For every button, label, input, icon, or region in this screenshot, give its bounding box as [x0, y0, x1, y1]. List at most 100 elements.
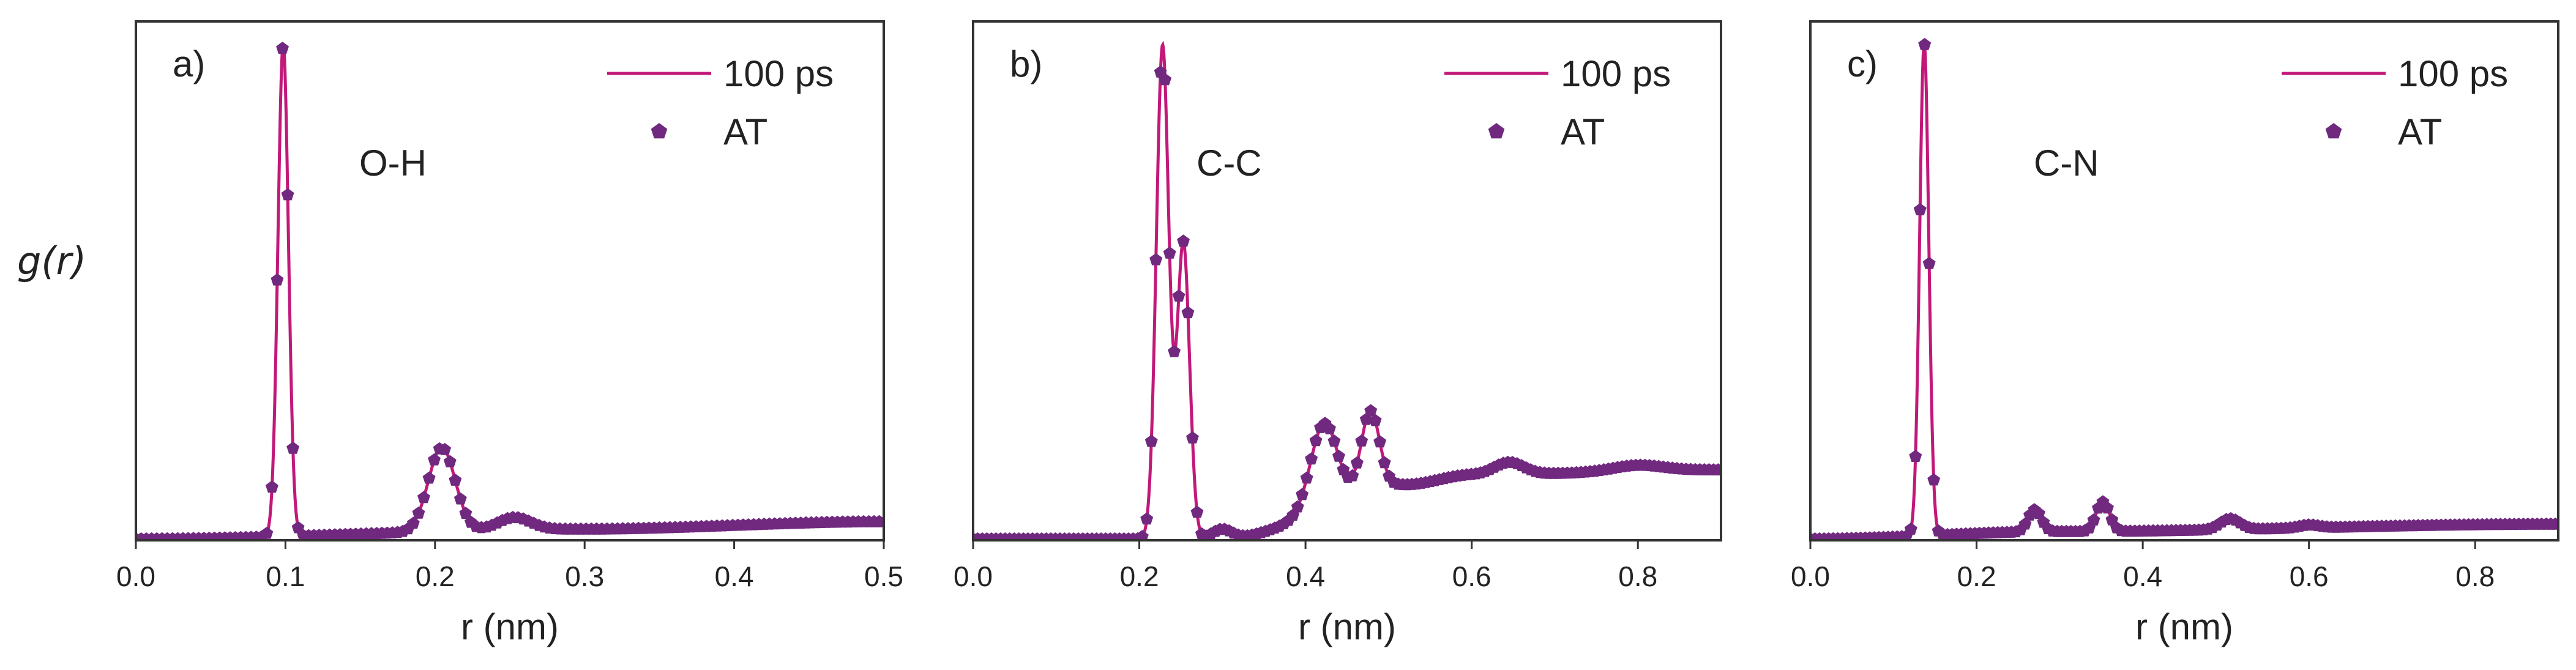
marker-point	[2087, 513, 2100, 526]
legend-label-100ps: 100 ps	[2398, 53, 2508, 94]
marker-point	[459, 507, 472, 519]
marker-point	[1181, 306, 1195, 319]
legend-label-at: AT	[2398, 111, 2442, 152]
x-tick-label: 0.5	[864, 560, 903, 592]
series-line-100-ps	[136, 43, 884, 540]
y-axis-label: g(r)	[17, 239, 86, 283]
marker-point	[281, 188, 294, 201]
marker-point	[1913, 203, 1927, 215]
marker-point	[271, 273, 284, 286]
pair-annotation: C-C	[1197, 143, 1262, 184]
marker-point	[1922, 256, 1936, 269]
marker-point	[1909, 450, 1922, 462]
marker-point	[1296, 488, 1309, 501]
marker-point	[412, 506, 425, 519]
x-tick-label: 0.2	[1120, 560, 1159, 592]
marker-point	[1300, 471, 1313, 484]
x-axis-label: r (nm)	[1298, 606, 1396, 647]
x-tick-label: 0.8	[2455, 560, 2495, 592]
marker-point	[1140, 512, 1154, 525]
marker-point	[873, 515, 884, 527]
x-tick-label: 0.4	[715, 560, 754, 592]
marker-point	[1346, 469, 1359, 482]
x-tick-label: 0.3	[565, 560, 604, 592]
marker-point	[1373, 435, 1387, 448]
marker-point	[443, 455, 457, 467]
marker-point	[1350, 456, 1364, 469]
series-markers-at	[136, 42, 884, 540]
panel-label: b)	[1010, 43, 1042, 84]
marker-point	[260, 526, 274, 539]
marker-point	[406, 516, 420, 529]
marker-point	[1332, 449, 1345, 462]
x-tick-label: 0.0	[954, 560, 993, 592]
marker-point	[1918, 38, 1932, 50]
panel-label: a)	[173, 43, 205, 84]
marker-point	[1135, 530, 1149, 540]
marker-point	[1172, 289, 1185, 302]
pair-annotation: O-H	[359, 143, 427, 184]
marker-point	[1190, 505, 1204, 518]
marker-point	[454, 492, 467, 505]
marker-point	[1177, 234, 1190, 247]
series-markers-at	[1810, 38, 2558, 540]
x-tick-label: 0.1	[266, 560, 305, 592]
marker-point	[2032, 507, 2045, 519]
x-tick-label: 0.8	[1618, 560, 1657, 592]
legend-marker-swatch	[2325, 123, 2342, 139]
marker-point	[1364, 404, 1378, 417]
marker-point	[1927, 473, 1941, 486]
pair-annotation: C-N	[2034, 143, 2099, 184]
marker-point	[1355, 434, 1368, 447]
marker-point	[1378, 456, 1391, 469]
marker-point	[438, 442, 452, 455]
panel-c-n: 0.0 0.2 0.4 0.6 0.8 r (nm) c) C-N 100 ps AT	[1791, 20, 2559, 647]
marker-point	[1163, 246, 1176, 259]
legend-label-at: AT	[723, 111, 767, 152]
x-tick-label: 0.2	[1957, 560, 1996, 592]
marker-point	[417, 491, 430, 504]
series-line-100-ps	[1810, 42, 2558, 540]
marker-point	[286, 441, 300, 454]
legend-marker-swatch	[651, 123, 668, 139]
legend-label-100ps: 100 ps	[723, 53, 834, 94]
x-tick-label: 0.6	[2290, 560, 2329, 592]
plot-frame	[972, 20, 1722, 542]
x-tick-label: 0.0	[116, 560, 155, 592]
legend-label-at: AT	[1561, 111, 1605, 152]
marker-point	[422, 471, 436, 484]
plot-frame	[1809, 20, 2559, 542]
marker-point	[276, 42, 289, 54]
marker-point	[1168, 344, 1181, 357]
x-axis-label: r (nm)	[461, 606, 559, 647]
x-tick-label: 0.2	[416, 560, 455, 592]
x-tick-label: 0.4	[2123, 560, 2162, 592]
marker-point	[1144, 434, 1158, 447]
series-markers-at	[973, 65, 1721, 540]
marker-point	[449, 474, 462, 486]
plot-frame	[135, 20, 885, 542]
panel-o-h: 0.0 0.1 0.2 0.3 0.4 0.5 r (nm) a) O-H 100 ps AT	[116, 20, 903, 647]
marker-point	[1305, 452, 1318, 465]
x-tick-label: 0.0	[1791, 560, 1830, 592]
marker-point	[1309, 434, 1323, 447]
panel-c-c: 0.0 0.2 0.4 0.6 0.8 r (nm) b) C-C 100 ps AT	[954, 20, 1722, 647]
marker-point	[1159, 73, 1172, 86]
marker-point	[291, 521, 305, 534]
marker-point	[1186, 431, 1199, 444]
x-tick-label: 0.4	[1286, 560, 1325, 592]
marker-point	[265, 480, 278, 493]
marker-point	[1149, 253, 1163, 266]
marker-point	[1711, 463, 1721, 475]
marker-point	[1323, 422, 1336, 434]
legend-label-100ps: 100 ps	[1561, 53, 1671, 94]
marker-point	[1291, 500, 1304, 513]
marker-point	[1327, 434, 1341, 447]
marker-point	[1904, 523, 1917, 535]
marker-point	[428, 453, 441, 466]
marker-point	[1368, 414, 1382, 426]
x-tick-label: 0.6	[1452, 560, 1491, 592]
legend-marker-swatch	[1488, 123, 1505, 139]
marker-point	[2100, 501, 2114, 514]
